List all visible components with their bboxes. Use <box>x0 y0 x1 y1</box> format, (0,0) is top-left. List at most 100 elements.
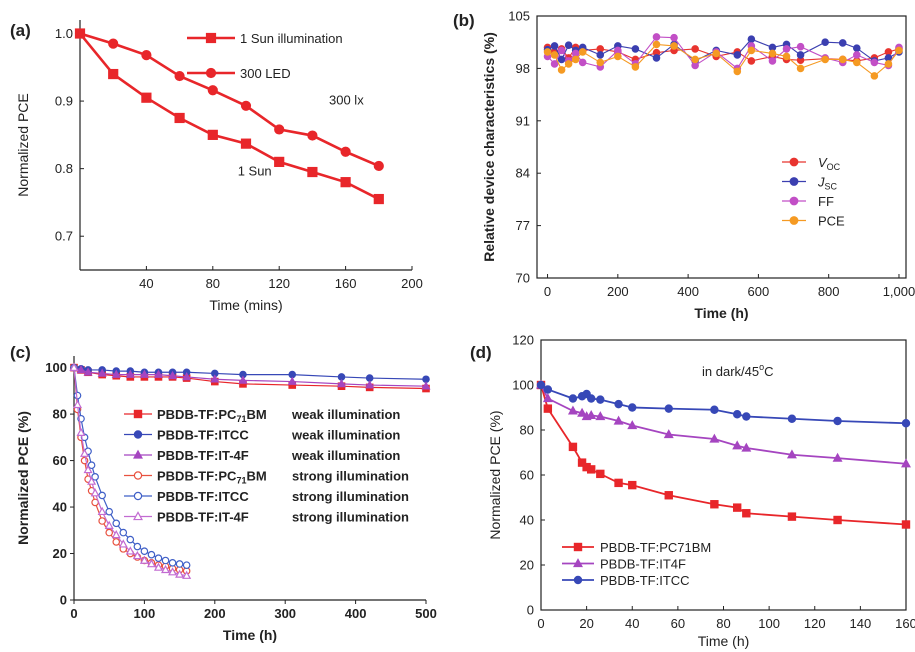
d-legend-label-1: PBDB-TF:IT4F <box>600 557 686 572</box>
a-series-1-point <box>108 38 119 49</box>
d-x-tick-label: 80 <box>716 616 730 631</box>
c-series-4-point <box>112 519 121 528</box>
c-series-5-point <box>97 506 107 516</box>
c-legend-label-0: PBDB-TF:PC71BM <box>157 407 267 424</box>
c-series-2-point <box>336 378 347 388</box>
d-series-0-line <box>540 384 907 526</box>
d-x-tick-label: 160 <box>895 616 915 631</box>
b-x-tick-label: 0 <box>544 284 551 299</box>
b-series-3-point <box>670 42 678 50</box>
d-series-2-point <box>710 405 719 414</box>
c-x-tick-label: 400 <box>345 606 367 621</box>
d-legend-label-0: PBDB-TF:PC71BM <box>600 540 711 555</box>
c-y-tick-label: 60 <box>53 453 67 468</box>
c-series-4-point <box>154 554 163 562</box>
c-series-4-point <box>161 556 170 565</box>
a-series-0-point <box>307 166 318 178</box>
a-x-tick-label: 160 <box>335 276 357 291</box>
d-series-0-point <box>664 491 673 500</box>
d-y-tick-label: 40 <box>520 513 534 528</box>
a-legend: 1 Sun illumination 300 LED <box>187 31 343 81</box>
b-legend-marker-1 <box>789 177 799 186</box>
d-x-tick-label: 100 <box>758 616 780 631</box>
d-series-1-point <box>542 393 553 403</box>
b-series-3-point <box>852 58 861 67</box>
d-series-0-point <box>586 465 596 474</box>
b-series-1-point <box>852 44 861 52</box>
a-series-0-point <box>340 177 351 188</box>
c-x-tick-label: 300 <box>274 606 296 621</box>
d-series-0-point <box>901 520 911 529</box>
c-series-4-point <box>133 542 142 551</box>
d-series-2-line <box>540 384 907 425</box>
c-legend-label-1: PBDB-TF:ITCC <box>157 428 249 443</box>
b-series-1-point <box>550 42 559 50</box>
c-series-5-point <box>132 550 142 560</box>
b-series-3-point <box>838 55 847 64</box>
b-x-tick-label: 400 <box>677 284 699 299</box>
c-series-5-point <box>160 564 171 574</box>
d-series-0-point <box>833 515 842 525</box>
c-x-axis-title: Time (h) <box>223 627 277 643</box>
c-series-5-point <box>80 448 90 457</box>
d-series-2-point <box>586 394 596 403</box>
c-series-5-point <box>72 399 83 409</box>
b-series-1-point <box>796 51 805 59</box>
d-y-tick-label: 120 <box>512 333 534 348</box>
d-series-1-point <box>901 458 911 468</box>
c-x-tick-label: 100 <box>134 606 156 621</box>
c-x-tick-label: 500 <box>415 606 437 621</box>
a-series-1-point <box>307 130 318 141</box>
d-series-1-point <box>586 409 597 420</box>
d-series-1-line <box>540 384 907 465</box>
b-series-2-point <box>670 33 678 42</box>
c-series-5-point <box>90 488 100 497</box>
a-series-1-point <box>274 124 285 135</box>
c-legend-condition-5: strong illumination <box>292 510 409 525</box>
d-legend-marker-0 <box>573 542 583 552</box>
d-series-0-point <box>787 512 797 521</box>
c-legend-marker-4 <box>133 491 143 501</box>
a-y-tick-label: 1.0 <box>55 26 73 41</box>
c-series-2-point <box>182 371 192 381</box>
b-y-tick-label: 91 <box>516 113 530 128</box>
d-plot-frame <box>540 339 907 611</box>
c-legend-label-2: PBDB-TF:IT-4F <box>157 448 249 463</box>
b-series-3-point <box>895 46 903 55</box>
panel-label-c: (c) <box>10 343 31 362</box>
d-series-1-point <box>709 433 720 443</box>
b-y-axis-title: Relative device characteristics (%) <box>481 32 497 262</box>
b-series-3-point <box>712 49 721 58</box>
b-series-2-point <box>557 46 566 55</box>
panel-label-a: (a) <box>10 21 31 40</box>
d-series-1-point <box>577 407 588 417</box>
b-legend-label-1: JSC <box>817 175 838 192</box>
d-series-2-point <box>664 404 673 413</box>
c-series-2-point <box>97 368 107 377</box>
c-series-5-point <box>118 539 128 548</box>
b-plot-frame <box>536 15 907 279</box>
c-series-2-point <box>153 369 164 378</box>
d-x-tick-label: 40 <box>625 616 639 631</box>
b-series-3-point <box>691 55 699 64</box>
d-series-2-point <box>787 414 797 423</box>
c-series-2-point <box>421 381 431 390</box>
b-series-3-point <box>564 60 573 68</box>
b-legend-marker-0 <box>789 157 799 167</box>
c-legend-label-5: PBDB-TF:IT-4F <box>157 510 249 525</box>
c-series-3-point <box>105 528 114 537</box>
b-series-1-point <box>733 51 742 59</box>
a-series-0-line <box>78 32 380 201</box>
d-series-2-point <box>536 380 546 390</box>
a-x-tick-label: 40 <box>139 276 153 291</box>
a-annotation-1: 1 Sun <box>238 163 272 178</box>
c-series-4-point <box>175 560 184 568</box>
b-y-tick-label: 98 <box>516 61 530 76</box>
b-series-1-point <box>631 45 640 53</box>
b-legend-marker-3 <box>789 216 799 225</box>
d-series-0-point <box>732 503 742 512</box>
c-series-5-point <box>139 555 149 564</box>
a-x-tick-label: 80 <box>206 276 220 291</box>
c-series-4-point <box>126 535 135 544</box>
